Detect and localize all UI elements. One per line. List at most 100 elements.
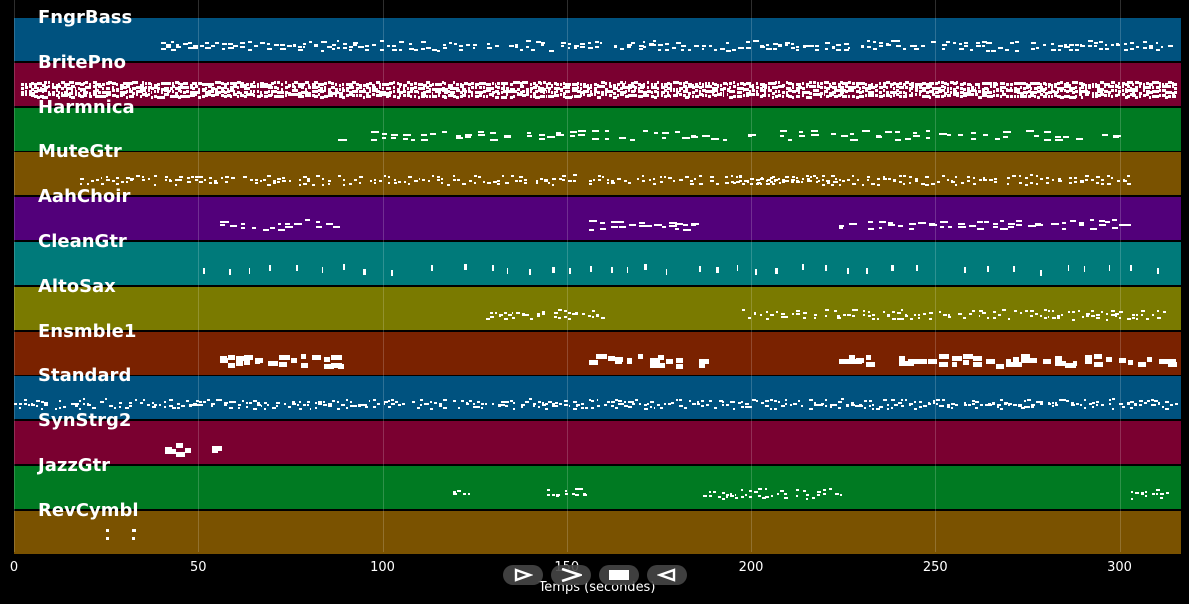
note — [701, 48, 704, 51]
note — [379, 40, 385, 43]
note — [661, 132, 670, 135]
note — [784, 398, 787, 401]
note — [938, 310, 941, 313]
note — [240, 82, 245, 85]
note — [825, 47, 829, 50]
note — [106, 176, 109, 179]
note — [989, 81, 992, 85]
note — [1050, 95, 1054, 99]
note — [958, 226, 966, 228]
note — [895, 89, 900, 93]
note — [335, 91, 340, 95]
note — [240, 91, 243, 95]
note — [1168, 95, 1171, 99]
note — [624, 89, 627, 93]
note — [268, 360, 278, 366]
note — [749, 496, 753, 498]
note — [1008, 223, 1015, 226]
note — [593, 82, 597, 86]
note — [643, 403, 648, 406]
note — [815, 49, 819, 52]
note — [77, 93, 82, 97]
note — [796, 49, 800, 52]
note — [1143, 47, 1148, 50]
note — [223, 91, 228, 95]
note — [539, 137, 545, 140]
note — [1017, 87, 1020, 91]
rewind-button[interactable] — [647, 565, 687, 585]
note — [781, 179, 785, 182]
note — [1135, 81, 1139, 84]
note — [336, 408, 340, 411]
note — [1131, 316, 1136, 319]
forward-button[interactable] — [551, 565, 591, 585]
note — [474, 182, 477, 185]
note — [420, 87, 425, 91]
note — [192, 403, 197, 406]
note — [311, 184, 316, 187]
note — [252, 226, 257, 229]
note — [678, 178, 682, 181]
note — [176, 407, 181, 410]
note — [125, 181, 128, 184]
note — [646, 81, 650, 85]
note — [312, 82, 316, 86]
note — [735, 176, 738, 178]
note — [891, 406, 893, 409]
note — [48, 92, 52, 96]
note — [736, 83, 739, 87]
note — [659, 175, 662, 178]
note — [748, 85, 753, 89]
note — [506, 86, 510, 90]
note — [1105, 221, 1110, 224]
note — [476, 405, 480, 408]
note — [610, 405, 615, 408]
note — [1124, 87, 1128, 91]
note — [624, 400, 627, 403]
note — [431, 91, 434, 95]
note — [532, 82, 537, 86]
play-button[interactable] — [503, 565, 543, 585]
note — [1155, 488, 1160, 491]
note — [129, 401, 133, 404]
note — [997, 46, 1003, 49]
note — [1053, 93, 1058, 97]
note — [412, 401, 415, 403]
note — [28, 89, 33, 93]
note — [63, 93, 68, 97]
note — [142, 176, 145, 179]
note — [759, 183, 762, 185]
stop-button[interactable] — [599, 565, 639, 585]
note — [875, 94, 879, 98]
note — [318, 85, 321, 89]
note — [406, 93, 410, 97]
note — [260, 41, 266, 44]
note — [359, 89, 363, 93]
note — [649, 363, 661, 368]
note — [600, 221, 605, 224]
note — [949, 87, 952, 90]
note — [106, 528, 109, 532]
note — [1054, 402, 1057, 405]
note — [341, 89, 345, 93]
note — [210, 87, 215, 91]
note — [1074, 80, 1079, 84]
note — [840, 85, 842, 89]
note — [438, 403, 443, 406]
note — [631, 82, 635, 85]
note — [918, 401, 923, 404]
note — [264, 91, 269, 95]
note — [1168, 81, 1173, 85]
note — [928, 358, 937, 364]
note — [419, 398, 423, 401]
note — [560, 44, 565, 47]
note — [643, 129, 649, 132]
note — [631, 85, 636, 89]
note — [711, 81, 715, 85]
note — [131, 536, 136, 540]
note — [500, 95, 504, 99]
note — [205, 41, 209, 44]
note — [175, 184, 178, 187]
note — [104, 398, 107, 401]
note — [222, 43, 228, 46]
